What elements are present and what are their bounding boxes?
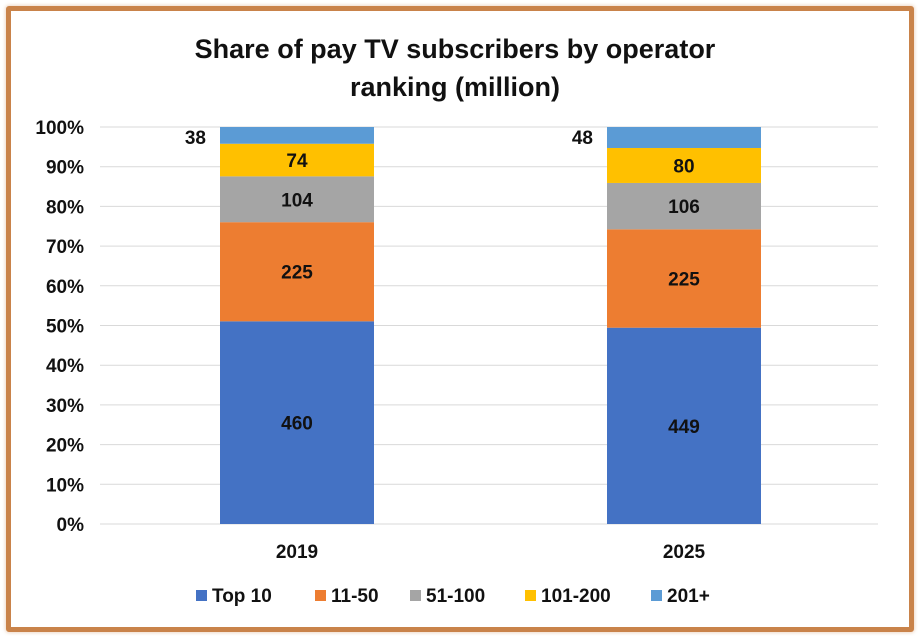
legend-item: 101-200 [525,586,611,607]
bar-stack-2019: 460 225 104 74 38 [185,127,374,524]
data-label: 38 [185,128,206,149]
y-tick-label: 60% [46,277,84,298]
bar-stack-2025: 449 225 106 80 48 [572,127,761,524]
y-tick-label: 50% [46,317,84,338]
y-tick-label: 100% [35,118,84,139]
bar-segment [607,229,761,328]
legend-item: Top 10 [196,586,272,607]
legend-item: 51-100 [410,586,485,607]
chart-title: Share of pay TV subscribers by operator … [195,34,716,102]
y-tick-label: 90% [46,158,84,179]
chart-title-line-2: ranking (million) [350,72,560,102]
gridlines [100,126,878,525]
bar-segment [607,127,761,148]
bar-segment [220,176,374,223]
data-label: 106 [668,197,700,218]
y-tick-label: 70% [46,237,84,258]
data-label: 449 [668,417,700,438]
y-tick-label: 30% [46,396,84,417]
legend: Top 10 11-50 51-100 101-200 201+ [196,586,710,607]
y-tick-label: 10% [46,475,84,496]
data-label: 80 [673,156,694,177]
y-tick-label: 40% [46,356,84,377]
x-tick-label: 2019 [276,542,318,563]
data-label: 48 [572,128,593,149]
legend-label: 201+ [667,586,710,607]
chart-title-line-1: Share of pay TV subscribers by operator [195,34,716,64]
legend-label: Top 10 [212,586,272,607]
data-label: 225 [281,263,313,284]
bar-segment [220,321,374,524]
legend-item: 11-50 [315,586,379,607]
y-tick-label: 0% [57,515,85,536]
data-label: 104 [281,190,313,211]
bar-segment [220,222,374,322]
legend-label: 11-50 [331,586,379,607]
legend-label: 101-200 [541,586,611,607]
legend-swatch [651,590,662,601]
data-label: 460 [281,414,313,435]
legend-swatch [525,590,536,601]
legend-swatch [315,590,326,601]
y-tick-label: 80% [46,197,84,218]
legend-label: 51-100 [426,586,485,607]
bars: 460 225 104 74 38 449 225 106 80 48 [185,127,761,524]
bar-segment [220,127,374,144]
x-axis: 2019 2025 [276,542,706,563]
chart-frame [6,6,914,632]
bar-segment [607,182,761,230]
legend-item: 201+ [651,586,710,607]
bar-segment [607,147,761,183]
bar-segment [220,143,374,177]
data-label: 74 [286,151,308,172]
y-axis: 0% 10% 20% 30% 40% 50% 60% 70% 80% 90% 100% [35,118,84,536]
x-tick-label: 2025 [663,542,706,563]
legend-swatch [410,590,421,601]
bar-segment [607,327,761,524]
data-label: 225 [668,269,700,290]
legend-swatch [196,590,207,601]
y-tick-label: 20% [46,436,84,457]
